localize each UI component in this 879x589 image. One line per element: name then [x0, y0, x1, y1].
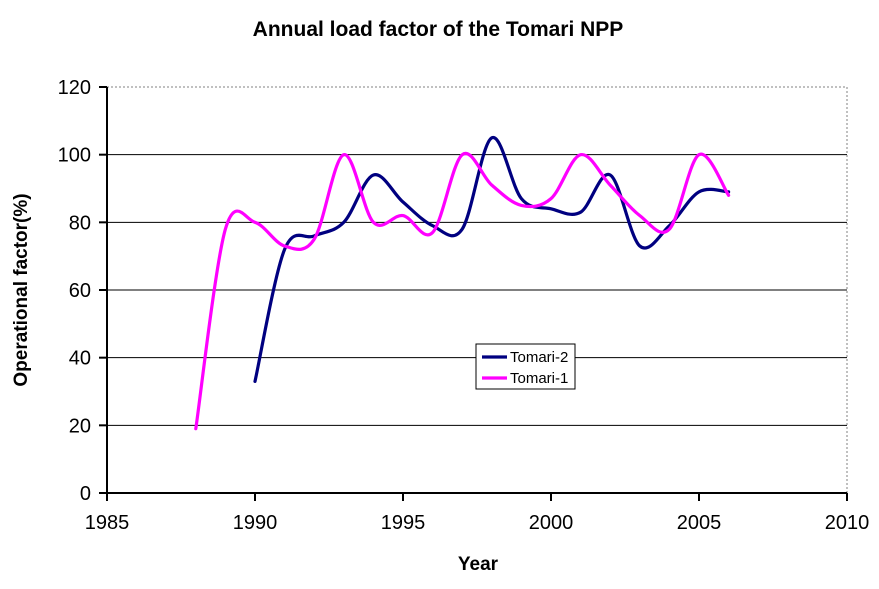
series-lines	[194, 136, 731, 431]
legend-label-tomari-2: Tomari-2	[510, 349, 568, 366]
gridlines	[107, 86, 848, 493]
x-tick-label-2000: 2000	[529, 512, 574, 534]
y-tick-label-0: 0	[80, 483, 91, 505]
tick-labels: 0 20 40 60 80 100 120 1985 1990 1995 2000 2005 2010	[58, 77, 870, 534]
y-tick-label-80: 80	[69, 212, 91, 234]
legend: Tomari-2 Tomari-1	[475, 343, 576, 390]
series-line-tomari-2	[253, 136, 731, 383]
legend-label-tomari-1: Tomari-1	[510, 370, 568, 387]
chart-title: Annual load factor of the Tomari NPP	[253, 18, 624, 41]
x-tick-label-2010: 2010	[825, 512, 870, 534]
x-tick-label-2005: 2005	[677, 512, 722, 534]
x-tick-label-1985: 1985	[85, 512, 130, 534]
y-tick-label-60: 60	[69, 280, 91, 302]
y-tick-label-40: 40	[69, 348, 91, 370]
series-line-tomari-1	[194, 151, 731, 431]
y-tick-label-100: 100	[58, 145, 91, 167]
y-tick-label-20: 20	[69, 415, 91, 437]
axes	[99, 86, 848, 501]
y-axis-title: Operational factor(%)	[11, 193, 32, 386]
x-tick-label-1995: 1995	[381, 512, 426, 534]
x-tick-label-1990: 1990	[233, 512, 278, 534]
x-axis-title: Year	[458, 554, 499, 575]
legend-box	[475, 343, 576, 390]
y-tick-label-120: 120	[58, 77, 91, 99]
